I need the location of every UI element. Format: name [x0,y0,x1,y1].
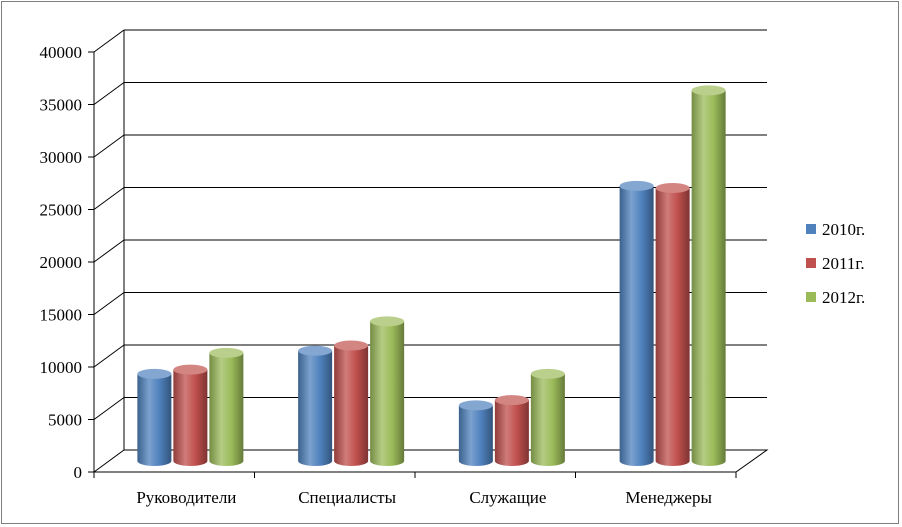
gridline-diagonal [93,82,125,105]
y-axis: 0 5000 10000 15000 20000 25000 30000 35000 40000 [40,43,94,482]
bar [458,400,493,467]
bar-body [209,352,244,467]
bar-top [655,183,690,193]
floor [92,449,769,473]
bar-top [334,340,369,351]
bar [691,85,726,467]
bar [334,340,369,467]
legend-entry: 2011г. [806,254,865,273]
x-axis: Руководители Специалисты Служащие Менеджеры [93,472,737,507]
bars [137,85,726,467]
bar-body [530,373,565,466]
bar [137,368,172,467]
bar-top [530,368,565,379]
bar-body [691,90,726,467]
gridline-diagonal [93,134,125,158]
bar [619,180,654,467]
legend-swatch [806,224,816,234]
gridline-diagonal [93,239,125,263]
bar-body [173,369,208,467]
y-tick-label: 10000 [40,358,83,377]
bar-body [494,400,529,467]
bar-top [619,180,654,191]
y-tick-label: 30000 [40,148,83,167]
bar-top [458,400,493,411]
bar-top [209,347,244,358]
y-tick-label: 0 [74,463,83,482]
x-tick-label: Служащие [469,488,546,507]
bar-top [494,395,529,406]
x-tick-label: Менеджеры [625,488,712,507]
gridline-diagonal [93,29,125,53]
y-tick-label: 15000 [40,306,83,325]
legend-entry: 2010г. [806,220,865,239]
y-tick-label: 35000 [40,96,83,115]
bar-top [173,364,208,375]
bar [370,316,405,467]
bar-top [298,345,333,356]
bar-top [691,85,726,96]
x-tick-label: Руководители [136,488,236,507]
bar [173,364,208,467]
bar [209,347,244,467]
x-tick-label: Специалисты [298,488,396,507]
bar [298,345,333,467]
legend: 2010г. 2011г. 2012г. [806,220,865,307]
gridline-diagonal [93,292,125,315]
bar [530,368,565,466]
bar-body [137,373,172,467]
legend-label: 2011г. [822,254,865,273]
y-tick-label: 40000 [40,43,83,62]
gridline-diagonal [93,344,125,368]
bar [494,395,529,467]
bar-body [619,185,654,467]
bar-body [655,188,690,467]
bar-body [298,350,333,467]
bar [655,183,690,467]
legend-label: 2012г. [822,288,865,307]
bar-top [137,368,172,379]
gridline-diagonal [93,397,125,420]
y-tick-label: 5000 [48,411,82,430]
legend-entry: 2012г. [806,288,865,307]
legend-swatch [806,292,816,302]
bar-body [458,405,493,467]
y-tick-label: 25000 [40,201,83,220]
legend-swatch [806,258,816,268]
bar-body [334,345,369,467]
y-tick-label: 20000 [40,253,83,272]
bar-top [370,316,405,327]
legend-label: 2010г. [822,220,865,239]
gridline-diagonal [93,187,125,210]
bar-body [370,321,405,467]
